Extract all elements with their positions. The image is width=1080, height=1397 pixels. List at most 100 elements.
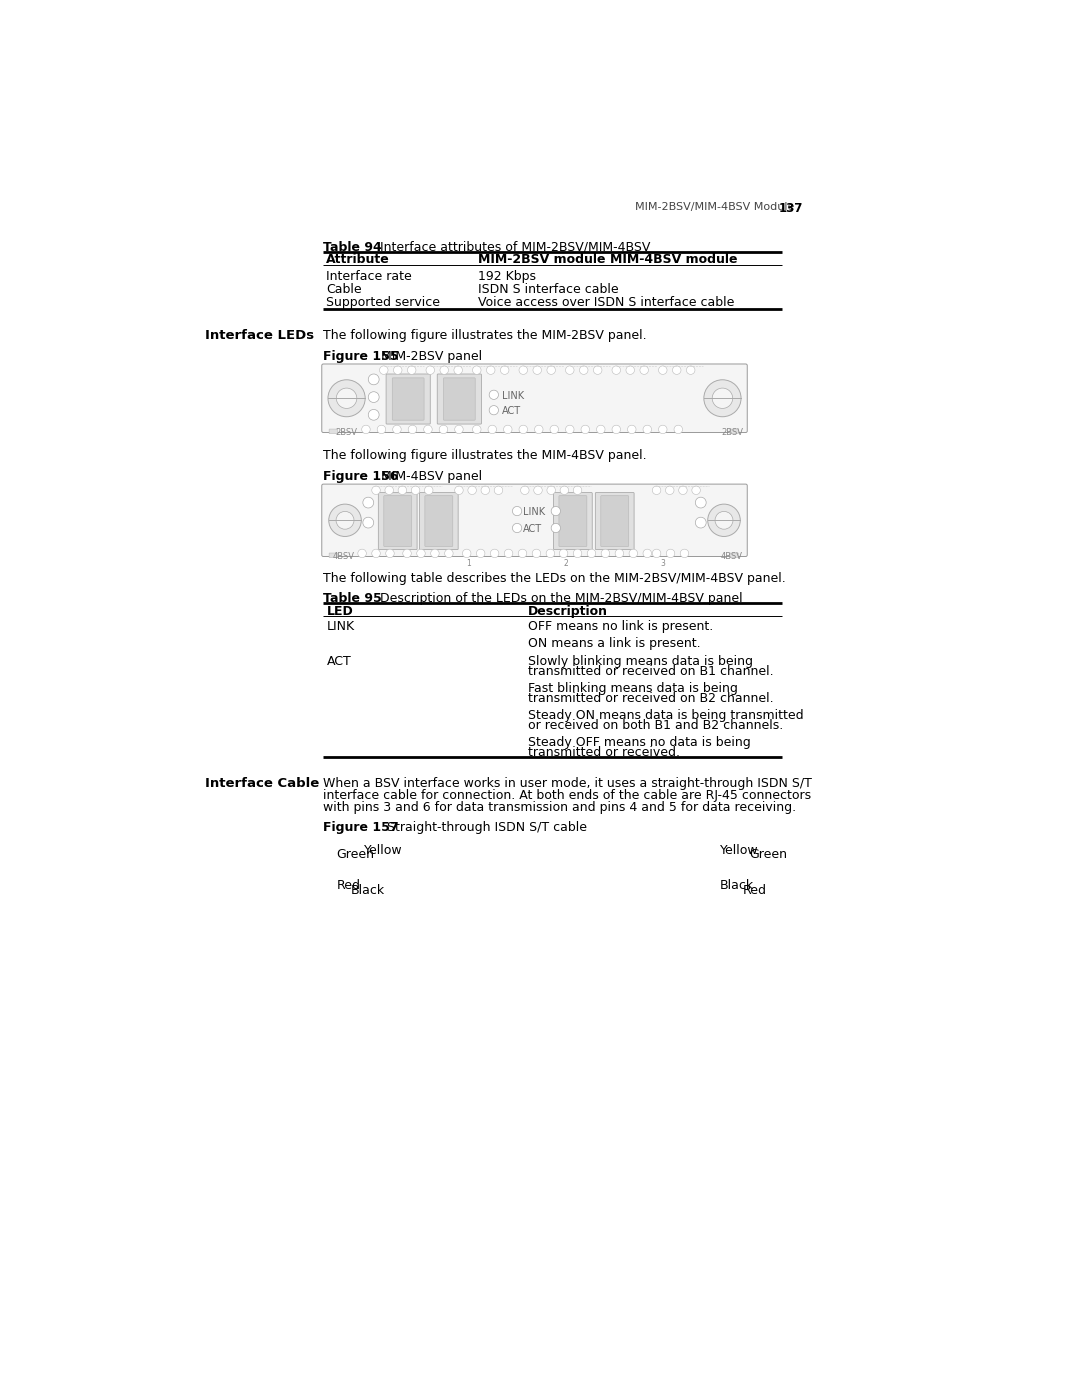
Circle shape: [559, 549, 568, 557]
Text: ACT: ACT: [501, 407, 521, 416]
Circle shape: [640, 366, 648, 374]
Circle shape: [454, 366, 462, 374]
Circle shape: [362, 425, 370, 433]
Circle shape: [534, 486, 542, 495]
Text: MIM-2BSV/MIM-4BSV Module: MIM-2BSV/MIM-4BSV Module: [635, 203, 794, 212]
Circle shape: [652, 486, 661, 495]
FancyBboxPatch shape: [554, 493, 592, 549]
Text: Cable: Cable: [326, 284, 362, 296]
Circle shape: [674, 425, 683, 433]
Circle shape: [629, 549, 637, 557]
Circle shape: [328, 380, 365, 416]
Circle shape: [643, 549, 651, 557]
Circle shape: [417, 549, 426, 557]
Circle shape: [593, 366, 602, 374]
Text: Interface LEDs: Interface LEDs: [205, 330, 314, 342]
Circle shape: [431, 549, 440, 557]
FancyBboxPatch shape: [392, 377, 424, 420]
Text: Supported service: Supported service: [326, 296, 441, 309]
Circle shape: [687, 366, 694, 374]
Circle shape: [581, 425, 590, 433]
Circle shape: [666, 549, 675, 557]
Circle shape: [368, 374, 379, 384]
Circle shape: [363, 497, 374, 509]
Text: 2BSV: 2BSV: [721, 427, 743, 437]
Text: 2: 2: [564, 559, 568, 567]
Text: Straight-through ISDN S/T cable: Straight-through ISDN S/T cable: [379, 821, 588, 834]
Circle shape: [626, 366, 634, 374]
Circle shape: [368, 391, 379, 402]
Circle shape: [473, 366, 481, 374]
Text: Table 95: Table 95: [323, 592, 382, 605]
Text: OFF means no link is present.: OFF means no link is present.: [528, 620, 713, 633]
Circle shape: [503, 425, 512, 433]
Text: Interface Cable: Interface Cable: [205, 777, 319, 789]
Circle shape: [707, 504, 740, 536]
Circle shape: [665, 486, 674, 495]
Circle shape: [423, 425, 432, 433]
FancyBboxPatch shape: [444, 377, 475, 420]
Circle shape: [462, 549, 471, 557]
Circle shape: [377, 425, 386, 433]
Text: Fast blinking means data is being: Fast blinking means data is being: [528, 682, 738, 694]
Text: Yellow: Yellow: [720, 844, 759, 856]
Circle shape: [336, 388, 356, 408]
Circle shape: [573, 549, 582, 557]
Circle shape: [489, 390, 499, 400]
FancyBboxPatch shape: [730, 553, 739, 557]
Circle shape: [566, 366, 575, 374]
Circle shape: [403, 549, 411, 557]
Text: interface cable for connection. At both ends of the cable are RJ-45 connectors: interface cable for connection. At both …: [323, 789, 811, 802]
Circle shape: [704, 380, 741, 416]
Circle shape: [328, 504, 362, 536]
Text: with pins 3 and 6 for data transmission and pins 4 and 5 for data receiving.: with pins 3 and 6 for data transmission …: [323, 802, 796, 814]
Circle shape: [393, 425, 401, 433]
Text: ISDN S interface cable: ISDN S interface cable: [478, 284, 619, 296]
Text: Red: Red: [337, 879, 361, 893]
Text: Table 94: Table 94: [323, 240, 382, 254]
Text: 192 Kbps: 192 Kbps: [478, 270, 537, 284]
Circle shape: [440, 366, 448, 374]
Text: 137: 137: [779, 203, 802, 215]
Circle shape: [372, 549, 380, 557]
Circle shape: [407, 366, 416, 374]
Circle shape: [518, 549, 527, 557]
Circle shape: [546, 549, 555, 557]
Circle shape: [379, 366, 388, 374]
Text: 3: 3: [661, 559, 665, 567]
FancyBboxPatch shape: [600, 496, 629, 546]
Text: The following figure illustrates the MIM-2BSV panel.: The following figure illustrates the MIM…: [323, 330, 647, 342]
Circle shape: [372, 486, 380, 495]
Circle shape: [588, 549, 596, 557]
Circle shape: [627, 425, 636, 433]
Text: When a BSV interface works in user mode, it uses a straight-through ISDN S/T: When a BSV interface works in user mode,…: [323, 777, 812, 789]
Circle shape: [476, 549, 485, 557]
FancyBboxPatch shape: [387, 374, 430, 425]
Circle shape: [532, 366, 541, 374]
FancyBboxPatch shape: [437, 374, 482, 425]
Circle shape: [678, 486, 687, 495]
Text: Description: Description: [528, 605, 608, 617]
Circle shape: [551, 507, 561, 515]
Text: ACT: ACT: [524, 524, 542, 534]
Text: Slowly blinking means data is being: Slowly blinking means data is being: [528, 655, 753, 668]
Circle shape: [616, 549, 623, 557]
Circle shape: [673, 366, 681, 374]
Circle shape: [363, 517, 374, 528]
FancyBboxPatch shape: [383, 496, 411, 546]
Circle shape: [455, 486, 463, 495]
Circle shape: [426, 366, 434, 374]
FancyBboxPatch shape: [329, 429, 338, 433]
Circle shape: [692, 486, 700, 495]
Circle shape: [550, 425, 558, 433]
Circle shape: [546, 486, 555, 495]
Circle shape: [368, 409, 379, 420]
Text: Green: Green: [750, 848, 787, 862]
Text: LINK: LINK: [326, 620, 354, 633]
Circle shape: [659, 425, 667, 433]
Text: Steady OFF means no data is being: Steady OFF means no data is being: [528, 736, 751, 749]
Text: Description of the LEDs on the MIM-2BSV/MIM-4BSV panel: Description of the LEDs on the MIM-2BSV/…: [373, 592, 743, 605]
Text: Attribute: Attribute: [326, 253, 390, 265]
Circle shape: [445, 549, 454, 557]
Circle shape: [643, 425, 651, 433]
